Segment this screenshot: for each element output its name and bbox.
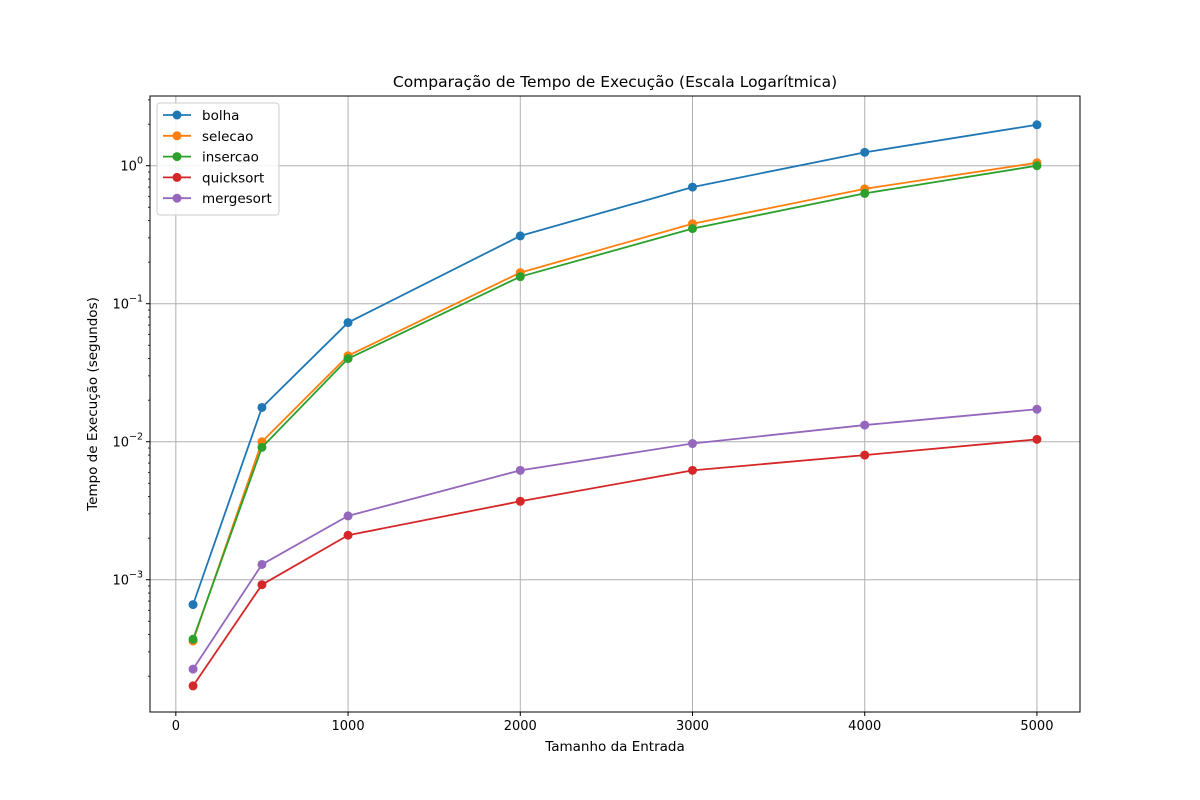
data-point-quicksort [860,450,870,460]
legend-marker-mergesort [172,193,182,203]
data-point-quicksort [688,465,697,475]
x-axis-label: Tamanho da Entrada [544,739,685,755]
data-point-insercao [257,442,267,452]
legend-marker-insercao [172,152,182,162]
data-point-insercao [860,188,870,198]
ticks: 0 1000 2000 3000 4000 5000 10−3 10−2 10−1 100 [112,99,1053,734]
x-tick-label: 2000 [504,719,537,734]
y-tick-label: 10−3 [112,570,143,589]
data-point-mergesort [257,559,267,569]
data-point-bolha [188,600,198,610]
y-tick-label: 10−1 [112,294,143,313]
data-point-bolha [860,147,870,157]
data-point-insercao [515,272,525,282]
y-tick-label: 100 [120,156,143,175]
series-layer [188,120,1042,691]
x-tick-label: 1000 [332,719,365,734]
data-point-mergesort [188,664,198,674]
legend-label-bolha: bolha [202,108,239,124]
data-point-bolha [688,182,697,192]
data-point-mergesort [860,420,870,430]
legend-label-quicksort: quicksort [202,170,264,186]
legend-box [156,102,280,216]
data-point-insercao [343,354,353,364]
data-point-insercao [688,224,697,234]
x-tick-label: 4000 [848,719,881,734]
legend-label-selecao: selecao [202,129,253,145]
data-point-insercao [188,634,198,644]
data-point-bolha [257,402,267,412]
chart-title: Comparação de Tempo de Execução (Escala … [393,73,837,91]
legend-marker-selecao [172,131,182,141]
data-point-mergesort [515,465,525,475]
data-point-mergesort [343,511,353,521]
legend-marker-quicksort [172,172,182,182]
data-point-mergesort [688,439,697,449]
x-tick-label: 3000 [676,719,709,734]
data-point-bolha [515,231,525,241]
data-point-quicksort [343,530,353,540]
x-tick-label: 0 [172,719,180,734]
data-point-quicksort [188,681,198,691]
data-point-mergesort [1032,404,1042,414]
y-axis-label: Tempo de Execução (segundos) [85,297,101,512]
data-point-bolha [1032,120,1042,130]
legend-marker-bolha [172,110,182,120]
plot-frame [149,95,1081,713]
data-point-bolha [343,318,353,328]
grid [150,96,1080,712]
legend-label-insercao: insercao [202,150,259,166]
legend-label-mergesort: mergesort [202,191,272,207]
x-tick-label: 5000 [1020,719,1053,734]
data-point-quicksort [515,496,525,506]
data-point-quicksort [1032,434,1042,444]
data-point-quicksort [257,580,267,590]
data-point-insercao [1032,161,1042,171]
y-tick-label: 10−2 [112,432,143,451]
legend: bolha selecao insercao quicksort mergesort [156,102,280,216]
